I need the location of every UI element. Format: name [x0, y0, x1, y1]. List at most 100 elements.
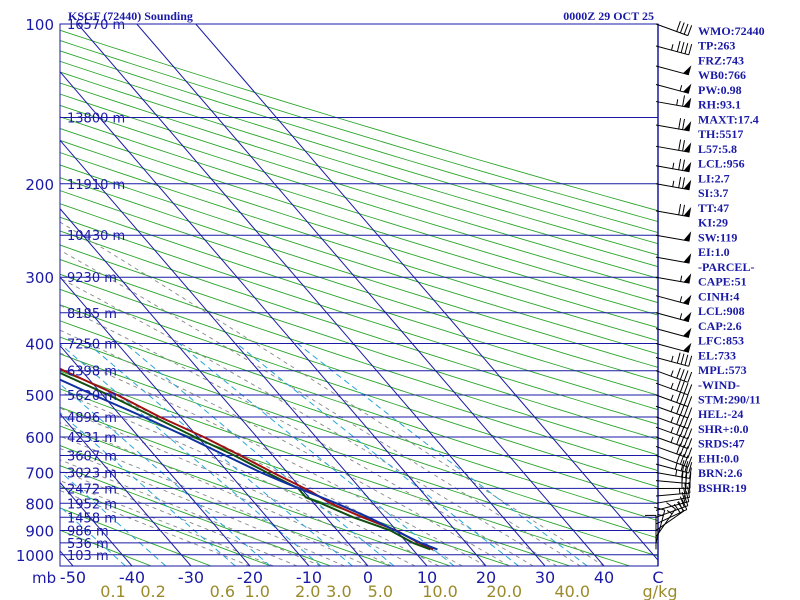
height-label: 16570 m: [67, 18, 125, 33]
wind-barb-feather: [676, 40, 681, 52]
wind-barb-feather: [654, 506, 665, 511]
height-label: 5620 m: [67, 389, 117, 404]
wind-barb-feather: [687, 407, 693, 419]
wind-barb-feather: [682, 118, 685, 130]
wind-barb-shaft: [655, 256, 690, 264]
wind-barb-feather: [683, 23, 689, 35]
sounding-time: 0000Z 29 OCT 25: [563, 9, 654, 23]
wind-barb-shaft: [655, 183, 690, 191]
pressure-axis-label: mb: [32, 569, 56, 587]
wind-barb: [655, 392, 693, 408]
wind-barb: [655, 424, 693, 440]
dry-adiabat: [60, 388, 571, 566]
dry-adiabat: [60, 370, 631, 566]
wind-barb-half-feather: [674, 463, 678, 470]
wind-barb-feather: [676, 403, 681, 414]
wind-barb-feather: [678, 176, 682, 188]
wind-barb-feather: [683, 416, 689, 428]
temperature-tick-label: 10: [417, 568, 437, 587]
wind-barb-flag: [683, 253, 692, 264]
wind-barb-shaft: [655, 101, 690, 108]
wind-barb-feather: [679, 404, 685, 416]
mixing-ratio-label: 20.0: [486, 582, 522, 600]
temperature-tick-label: -20: [237, 568, 263, 587]
dry-adiabat: [60, 71, 658, 256]
temperature-tick-label: -30: [178, 568, 204, 587]
dry-adiabat: [60, 60, 658, 245]
wind-barb-flag: [683, 231, 692, 242]
mixing-ratio-label: 1.0: [244, 582, 269, 600]
moist-adiabat: [60, 249, 581, 566]
isotherm: [60, 413, 192, 566]
wind-barb-feather: [676, 380, 681, 391]
wind-barb-flag: [683, 342, 692, 353]
wind-barb: [655, 158, 692, 173]
height-label: 7250 m: [67, 338, 117, 353]
index-value: LCL:908: [698, 304, 745, 318]
pressure-tick-label: 900: [25, 523, 54, 541]
index-value: EHI:0.0: [698, 452, 739, 466]
dry-adiabat: [60, 216, 658, 411]
wind-barb-flag: [683, 179, 692, 190]
dry-adiabat: [60, 288, 658, 488]
index-value: EI:1.0: [698, 245, 730, 259]
dry-adiabat: [60, 152, 658, 342]
wind-barb-feather: [685, 490, 690, 502]
mixing-ratio-label: g/kg: [643, 582, 678, 600]
wind-barb-shaft: [655, 45, 689, 56]
wind-barb-feather: [687, 396, 693, 407]
dry-adiabat: [60, 320, 658, 522]
pressure-tick-label: 800: [25, 495, 54, 513]
wind-barb-flag: [683, 97, 692, 108]
pressure-tick-label: 1000: [16, 547, 54, 565]
index-value: HEL:-24: [698, 407, 743, 421]
dry-adiabat: [60, 104, 658, 291]
isotherm: [195, 24, 658, 561]
wind-barb-feather: [678, 501, 684, 512]
dry-adiabat: [60, 127, 658, 316]
wind-barb-feather: [676, 352, 681, 364]
wind-barb-feather: [678, 158, 682, 170]
wind-barb: [655, 452, 693, 468]
wind-barb: [655, 21, 693, 37]
temperature-tick-label: C: [652, 568, 663, 587]
wind-barb-flag: [683, 161, 692, 172]
wind-barb-shaft: [655, 382, 689, 396]
wind-barb-feather: [680, 353, 685, 365]
wind-barb: [655, 352, 693, 367]
wind-barb: [655, 273, 692, 284]
index-value: CAPE:51: [698, 275, 747, 289]
wind-barb: [655, 139, 692, 153]
height-label: 4231 m: [67, 431, 117, 446]
wind-barb-shaft: [655, 501, 689, 511]
dry-adiabat: [60, 445, 391, 566]
wind-barb-shaft: [655, 295, 689, 305]
wind-barb-shaft: [655, 510, 685, 531]
mixing-ratio-line: [297, 343, 588, 566]
wind-barb-feather: [683, 370, 689, 382]
pressure-tick-label: 200: [25, 176, 54, 194]
pressure-tick-label: 400: [25, 336, 54, 354]
temperature-tick-label: 40: [594, 568, 614, 587]
height-label: 1952 m: [67, 497, 117, 512]
dewpoint-profile: [60, 371, 431, 551]
dry-adiabat: [60, 244, 658, 440]
dry-adiabat: [60, 304, 658, 504]
wind-barb: [655, 40, 693, 56]
wind-barb: [655, 367, 693, 383]
temperature-profile: [60, 367, 434, 551]
wind-barb-half-feather: [672, 180, 675, 187]
dry-adiabat: [60, 139, 658, 329]
parcel-profile: [60, 378, 438, 551]
wind-barb-feather: [683, 382, 689, 394]
wind-barb-feather: [688, 462, 693, 474]
height-label: 13800 m: [67, 112, 125, 127]
wind-barb-shaft: [655, 505, 689, 518]
wind-barb: [655, 253, 692, 264]
dry-adiabat: [60, 82, 658, 268]
mixing-ratio-line: [178, 343, 455, 566]
wind-barb-half-feather: [657, 513, 664, 517]
moist-adiabat: [60, 391, 440, 566]
height-label: 11910 m: [67, 178, 125, 193]
